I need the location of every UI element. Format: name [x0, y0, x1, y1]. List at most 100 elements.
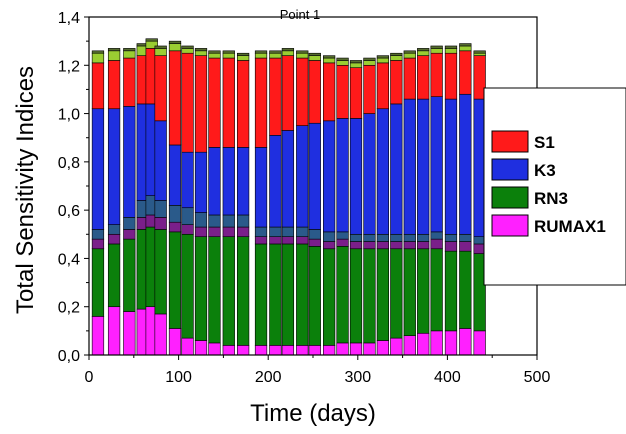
bar-segment [123, 57, 136, 107]
bar-segment [269, 57, 282, 136]
x-tick-label: 200 [255, 369, 282, 386]
bar-segment [430, 231, 443, 240]
bar-segment [222, 236, 235, 346]
bar-segment [145, 38, 158, 42]
bar-segment [208, 52, 221, 59]
bar-segment [363, 241, 376, 250]
bar-segment [281, 236, 295, 245]
bar-segment [390, 60, 403, 105]
bar-segment [194, 151, 208, 213]
bar-segment [154, 45, 167, 49]
bar-segment [154, 120, 167, 201]
legend: S1 K3 RN3 RUMAX1 [483, 87, 626, 286]
bar-segment [308, 52, 321, 56]
bar-segment [403, 233, 416, 242]
bar-segment [91, 238, 105, 250]
bar-segment [363, 248, 376, 344]
bar-segment [154, 200, 167, 218]
bar-segment [459, 250, 472, 329]
bar-segment [417, 98, 430, 235]
bar-segment [236, 214, 250, 228]
bar-segment [444, 52, 458, 100]
bar-segment [154, 217, 167, 230]
bar-segment [107, 243, 121, 308]
bar-segment [91, 50, 105, 54]
bar-segment [349, 248, 363, 344]
bar-segment [254, 243, 268, 346]
bar-segment [269, 236, 282, 245]
bar-segment [323, 120, 336, 233]
bar-segment [430, 238, 443, 250]
bar-segment [194, 48, 208, 52]
bar-segment [308, 60, 321, 124]
bar-segment [168, 205, 182, 223]
bar-segment [254, 236, 268, 245]
x-tick-label: 400 [434, 369, 461, 386]
x-axis-ticks: 0 100 200 300 400 500 [85, 355, 551, 386]
bar-segment [363, 342, 376, 356]
bar-segment [417, 241, 430, 250]
bar-segment [107, 233, 121, 245]
bar-segment [281, 345, 295, 356]
bar-segment [123, 229, 136, 240]
bar-segment [430, 96, 443, 233]
bar-segment [323, 345, 336, 356]
bar-segment [376, 57, 390, 64]
bar-segment [91, 229, 105, 240]
bar-segment [336, 231, 349, 240]
bar-segment [323, 241, 336, 250]
legend-label: RUMAX1 [534, 217, 606, 236]
bar-segment [181, 48, 194, 54]
bar-segment [123, 217, 136, 230]
bar-segment [376, 62, 390, 110]
x-tick-label: 500 [524, 369, 551, 386]
legend-swatch [491, 130, 529, 153]
bar-segment [323, 231, 336, 242]
bar-segment [281, 243, 295, 346]
bar-segment [91, 248, 105, 317]
bar-segment [390, 248, 403, 339]
bar-segment [296, 236, 309, 245]
bar-segment [323, 55, 336, 59]
bar-segment [417, 332, 430, 356]
bar-segment [296, 52, 309, 59]
bar-segment [349, 62, 363, 69]
bar-segment [376, 55, 390, 59]
bar-segment [154, 55, 167, 122]
bar-segment [336, 342, 349, 356]
bar-segment [208, 214, 221, 228]
legend-swatch [491, 186, 529, 209]
bar-segment [349, 67, 363, 119]
bar-segment [208, 57, 221, 148]
bar-segment [194, 226, 208, 238]
bar-segment [403, 98, 416, 235]
bar-segment [194, 50, 208, 56]
bar-segment [363, 64, 376, 114]
bar-segment [254, 52, 268, 59]
y-tick-label: 0,8 [58, 155, 80, 172]
y-tick-label: 1,2 [58, 58, 80, 75]
bar-segment [254, 345, 268, 356]
bar-segment [323, 62, 336, 122]
bar-segment [459, 233, 472, 242]
bar-segment [430, 48, 443, 54]
bar-segment [459, 93, 472, 235]
bar-segment [296, 50, 309, 54]
bar-segment [181, 224, 194, 235]
bar-segment [403, 335, 416, 356]
bar-segment [208, 236, 221, 344]
x-tick-label: 100 [165, 369, 192, 386]
bar-segment [107, 60, 121, 110]
chart-title: Point 1 [280, 7, 320, 22]
bar-segment [222, 52, 235, 59]
y-tick-label: 0,6 [58, 203, 80, 220]
bar-segment [430, 52, 443, 97]
bar-segment [390, 241, 403, 250]
bar-segment [296, 226, 309, 238]
bar-segment [444, 250, 458, 332]
bar-segment [296, 243, 309, 346]
bar-segment [123, 48, 136, 52]
bar-segment [281, 55, 295, 131]
bar-segment [403, 50, 416, 54]
bar-segment [222, 226, 235, 238]
